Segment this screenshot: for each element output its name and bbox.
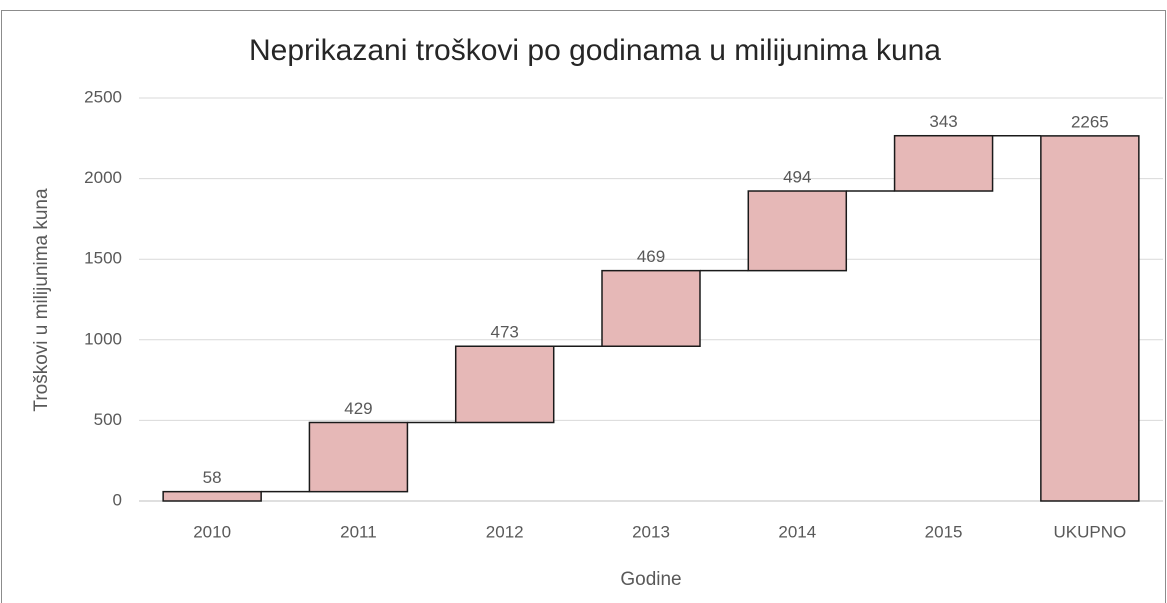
- bar: [1040, 135, 1140, 502]
- x-tick-label: 2012: [486, 522, 524, 541]
- x-tick-label: 2014: [778, 522, 816, 541]
- y-tick-label: 2500: [84, 87, 122, 106]
- value-label: 429: [344, 399, 372, 418]
- x-tick-label: 2015: [925, 522, 963, 541]
- x-tick-label: 2011: [340, 522, 377, 541]
- y-tick-label: 0: [113, 490, 122, 509]
- y-tick-label: 1500: [84, 249, 122, 268]
- bar: [454, 345, 555, 424]
- value-label: 2265: [1071, 112, 1109, 131]
- chart-title: Neprikazani troškovi po godinama u milij…: [249, 34, 941, 67]
- x-tick-label: 2010: [193, 522, 231, 541]
- x-tick-label: 2013: [632, 522, 670, 541]
- bar: [162, 490, 262, 502]
- y-tick-label: 2000: [84, 168, 122, 187]
- x-axis-title: Godine: [620, 569, 681, 590]
- bar: [747, 190, 848, 272]
- value-label: 494: [783, 167, 811, 186]
- chart-frame: [1, 10, 1166, 603]
- x-tick-label: UKUPNO: [1053, 522, 1126, 541]
- value-label: 469: [637, 247, 665, 266]
- y-tick-label: 500: [94, 410, 122, 429]
- value-label: 343: [929, 112, 957, 131]
- bar: [893, 134, 994, 192]
- value-label: 473: [491, 323, 519, 342]
- bar: [601, 269, 701, 347]
- value-label: 58: [203, 468, 222, 487]
- bar: [308, 421, 409, 493]
- y-axis-title: Troškovi u milijunima kuna: [31, 188, 52, 412]
- y-tick-label: 1000: [84, 329, 122, 348]
